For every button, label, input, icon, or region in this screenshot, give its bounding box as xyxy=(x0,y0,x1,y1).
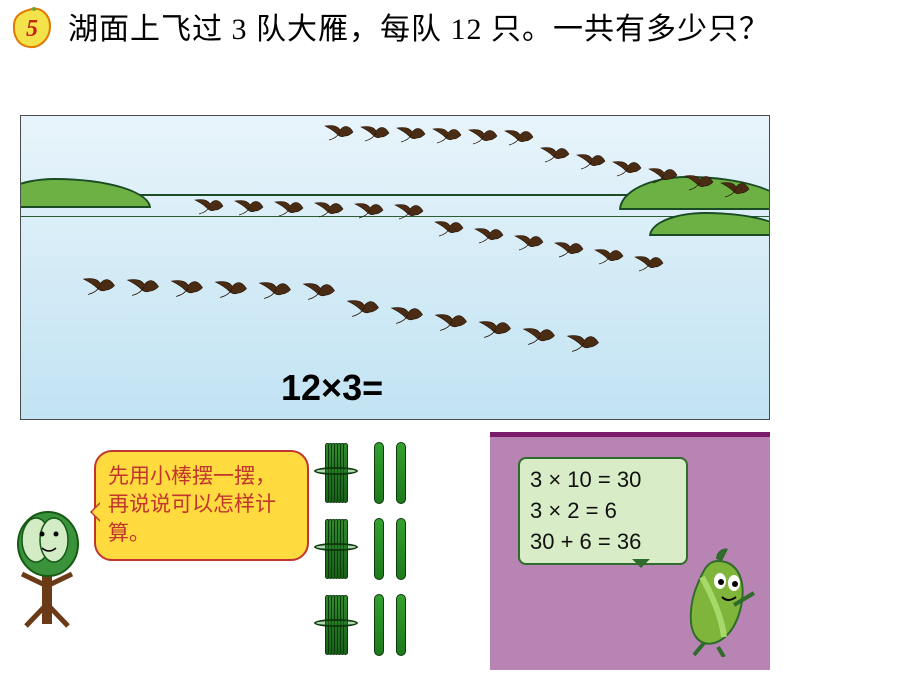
goose-icon xyxy=(471,225,505,251)
stick-row xyxy=(316,518,418,580)
goose-icon xyxy=(537,144,571,170)
goose-icon xyxy=(591,246,625,272)
problem-number: 5 xyxy=(26,16,38,42)
single-stick xyxy=(374,518,384,580)
goose-icon xyxy=(211,278,248,307)
goose-icon xyxy=(645,165,679,191)
stick-bundle-ten xyxy=(316,595,356,655)
goose-icon xyxy=(191,196,225,222)
goose-icon xyxy=(123,276,160,305)
land-left xyxy=(20,178,151,208)
problem-number-badge: 5 xyxy=(10,6,54,50)
goose-icon xyxy=(431,311,468,340)
goose-icon xyxy=(551,239,585,265)
goose-icon xyxy=(511,232,545,258)
goose-icon xyxy=(465,126,499,152)
single-stick xyxy=(396,442,406,504)
goose-icon xyxy=(501,127,535,153)
stick-bundle-ten xyxy=(316,443,356,503)
calc-line-3: 30 + 6 = 36 xyxy=(530,527,676,558)
counting-sticks xyxy=(316,442,418,670)
single-stick xyxy=(374,442,384,504)
goose-icon xyxy=(311,199,345,225)
goose-icon xyxy=(343,297,380,326)
stick-bundle-ten xyxy=(316,519,356,579)
goose-icon xyxy=(299,280,336,309)
calculation-panel: 3 × 10 = 30 3 × 2 = 6 30 + 6 = 36 xyxy=(490,432,770,670)
problem-header: 5 湖面上飞过 3 队大雁，每队 12 只。一共有多少只？ xyxy=(10,10,910,50)
goose-icon xyxy=(79,275,116,304)
single-stick xyxy=(396,594,406,656)
goose-icon xyxy=(357,123,391,149)
goose-icon xyxy=(393,124,427,150)
goose-icon xyxy=(431,218,465,244)
single-stick xyxy=(374,594,384,656)
question-text: 湖面上飞过 3 队大雁，每队 12 只。一共有多少只？ xyxy=(68,10,770,49)
stick-row xyxy=(316,594,418,656)
calc-line-2: 3 × 2 = 6 xyxy=(530,496,676,527)
goose-icon xyxy=(351,200,385,226)
goose-icon xyxy=(631,253,665,279)
main-equation: 12×3= xyxy=(281,367,383,409)
goose-icon xyxy=(321,122,355,148)
calculation-box: 3 × 10 = 30 3 × 2 = 6 30 + 6 = 36 xyxy=(518,457,688,565)
lake-scene: 12×3= xyxy=(20,115,770,420)
goose-icon xyxy=(475,318,512,347)
calc-line-1: 3 × 10 = 30 xyxy=(530,465,676,496)
goose-icon xyxy=(271,198,305,224)
goose-icon xyxy=(519,325,556,354)
goose-icon xyxy=(387,304,424,333)
goose-icon xyxy=(429,125,463,151)
goose-icon xyxy=(563,332,600,361)
cabbage-tree-icon xyxy=(8,504,98,639)
goose-icon xyxy=(573,151,607,177)
single-stick xyxy=(396,518,406,580)
goose-icon xyxy=(167,277,204,306)
hint-bubble: 先用小棒摆一摆，再说说可以怎样计算。 xyxy=(94,450,309,561)
pepper-mascot-icon xyxy=(672,547,762,662)
stick-row xyxy=(316,442,418,504)
goose-icon xyxy=(255,279,292,308)
goose-icon xyxy=(681,172,715,198)
goose-icon xyxy=(391,201,425,227)
goose-icon xyxy=(609,158,643,184)
goose-icon xyxy=(717,179,751,205)
goose-icon xyxy=(231,197,265,223)
